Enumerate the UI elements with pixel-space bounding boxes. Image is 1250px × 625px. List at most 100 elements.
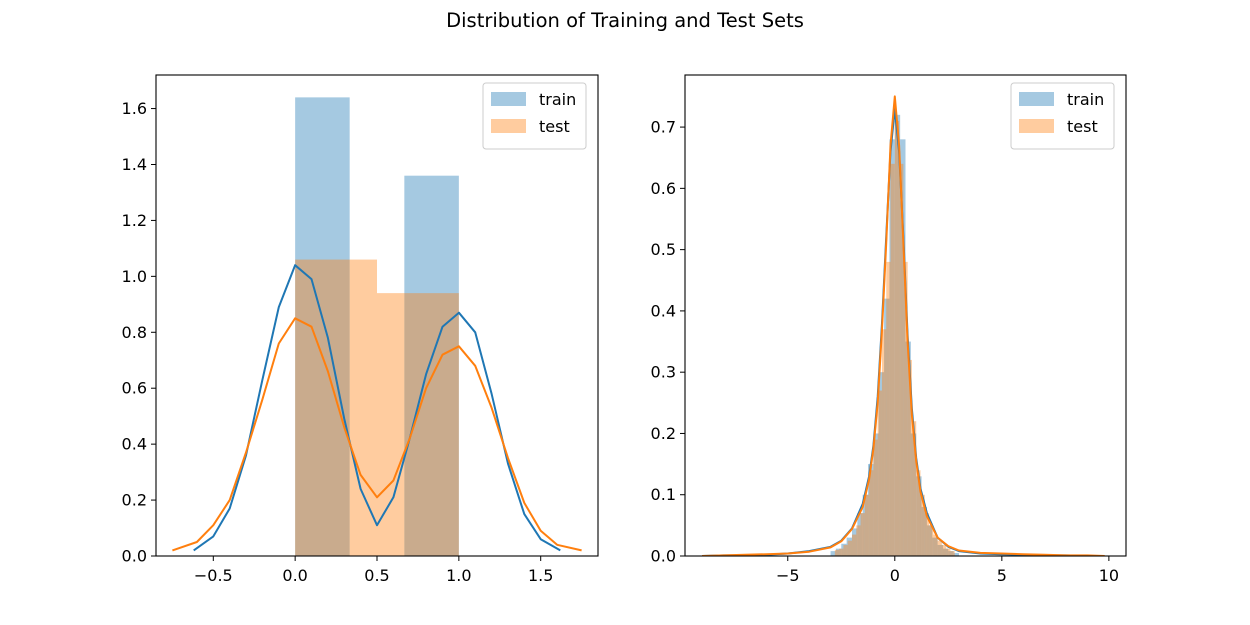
y-tick-label: 0.6: [122, 379, 147, 398]
train-histogram-bar: [846, 537, 852, 556]
train-histogram-bar: [404, 175, 459, 556]
y-tick-label: 1.2: [122, 211, 147, 230]
train-histogram-bar: [926, 525, 933, 556]
plot-area: [172, 97, 582, 556]
left-subplot: −0.5 0.0 0.5 1.0 1.5 0.0 0.2 0.4 0.6 0.8 1.0 1.2 1.4…: [122, 74, 599, 585]
train-histogram-bar: [910, 433, 917, 556]
test-histogram-bar: [907, 359, 912, 556]
x-tick-label: 0.0: [282, 566, 307, 585]
test-histogram-bar: [894, 120, 900, 556]
y-tick-label: 0.0: [122, 547, 147, 566]
x-tick-label: −5: [776, 566, 800, 585]
test-histogram-bar: [864, 494, 870, 556]
test-kde-line: [172, 317, 582, 552]
x-tick-label: −0.5: [194, 566, 233, 585]
train-histogram-bar: [841, 543, 847, 556]
test-legend-swatch: [1019, 119, 1054, 133]
x-tick-label: 1.5: [528, 566, 553, 585]
legend-box: [482, 82, 587, 150]
train-histogram-bar: [851, 528, 858, 556]
test-histogram-bar: [890, 163, 895, 556]
train-histogram-bar: [948, 551, 954, 556]
y-tick-label: 0.4: [651, 301, 676, 320]
test-histogram-bar: [920, 494, 925, 556]
test-histogram-bar: [937, 540, 942, 556]
legend: train test: [1010, 82, 1115, 150]
y-tick-label: 1.4: [122, 155, 147, 174]
right-subplot: −5 0 5 10 0.0 0.1 0.2 0.3 0.4 0.5 0.6 0.7 train test: [651, 74, 1127, 585]
x-tick-label: 1.0: [446, 566, 471, 585]
test-histogram-bar: [856, 525, 861, 556]
test-histogram-bar: [349, 259, 377, 556]
test-histogram-bar: [377, 293, 405, 556]
train-histogram-bar: [932, 537, 938, 556]
test-histogram-bar: [924, 513, 930, 556]
train-histogram-bar: [873, 433, 879, 556]
y-tick-label: 0.7: [651, 118, 676, 137]
train-histogram-bar: [921, 506, 927, 556]
train-histogram-bar: [835, 548, 842, 556]
test-legend-swatch: [491, 119, 526, 133]
test-histogram-bar: [941, 544, 947, 556]
x-tick-label: 10: [1099, 566, 1119, 585]
train-histogram-bar: [889, 139, 895, 556]
y-tick-label: 0.1: [651, 485, 676, 504]
legend-box: [1010, 82, 1115, 150]
y-tick-label: 0.6: [651, 179, 676, 198]
figure-title: Distribution of Training and Test Sets: [446, 9, 804, 32]
test-histogram-bar: [877, 390, 882, 556]
test-histogram-bar: [950, 551, 955, 556]
x-tick-label: 0.5: [364, 566, 389, 585]
train-histogram-bar: [953, 552, 960, 556]
test-legend-label: test: [539, 117, 570, 136]
train-histogram-bar: [868, 464, 874, 556]
train-histogram-bar: [830, 551, 836, 556]
y-tick-label: 0.2: [651, 424, 676, 443]
test-histogram-bar: [839, 548, 844, 556]
test-histogram-bar: [886, 261, 891, 556]
train-legend-swatch: [1019, 92, 1054, 106]
train-histogram-bar: [884, 298, 890, 556]
y-tick-label: 0.2: [122, 491, 147, 510]
train-legend-label: train: [1067, 90, 1104, 109]
train-histogram-bar: [905, 341, 911, 556]
test-histogram-bar: [933, 534, 938, 556]
legend: train test: [482, 82, 587, 150]
train-histogram-bar: [942, 548, 949, 556]
test-histogram-bar: [881, 329, 887, 556]
train-histogram-bar: [857, 513, 863, 556]
y-tick-label: 0.5: [651, 240, 676, 259]
test-histogram-bar: [847, 540, 852, 556]
train-histogram-bar: [878, 372, 885, 556]
train-histogram-bar: [295, 97, 350, 556]
test-histogram-bar: [860, 513, 865, 556]
test-histogram-bar: [929, 525, 934, 556]
train-legend-swatch: [491, 92, 526, 106]
train-histogram-bar: [937, 544, 943, 556]
plot-area: [702, 95, 1105, 556]
test-histogram-bar: [851, 534, 857, 556]
y-tick-label: 0.8: [122, 323, 147, 342]
y-tick-label: 0.4: [122, 435, 147, 454]
y-tick-label: 1.0: [122, 267, 147, 286]
axes-frame: [684, 74, 1127, 557]
train-legend-label: train: [539, 90, 576, 109]
train-histogram-bar: [894, 114, 901, 556]
train-kde-line: [193, 264, 561, 552]
train-histogram-bar: [862, 494, 869, 556]
test-histogram-bar: [834, 549, 840, 556]
test-histogram-bar: [843, 544, 848, 556]
test-kde-line: [702, 95, 1105, 556]
y-tick-label: 0.3: [651, 363, 676, 382]
y-tick-label: 1.6: [122, 99, 147, 118]
train-histogram-bar: [900, 139, 906, 556]
test-histogram-bar: [869, 470, 874, 556]
x-tick-label: 0: [890, 566, 900, 585]
test-histogram-bar: [911, 421, 917, 556]
x-tick-label: 5: [997, 566, 1007, 585]
test-histogram-bar: [946, 548, 951, 556]
test-histogram-bar: [899, 163, 904, 556]
test-histogram-bar: [295, 259, 350, 556]
train-histogram-bar: [916, 476, 922, 556]
